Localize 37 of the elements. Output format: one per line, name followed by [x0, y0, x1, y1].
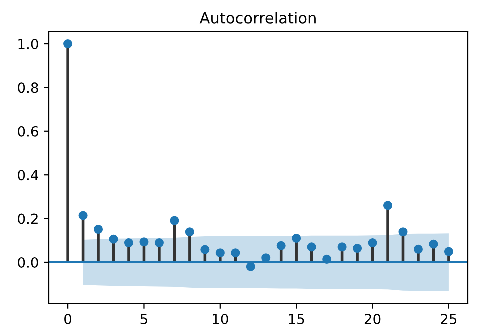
x-tick-label: 25 [441, 314, 457, 324]
point [307, 242, 316, 252]
point [185, 228, 194, 237]
x-tick-label: 15 [289, 314, 304, 324]
y-tick-label: 0.6 [18, 126, 38, 137]
point [231, 248, 240, 258]
x-tick-label: 10 [213, 314, 228, 324]
point [429, 240, 438, 249]
point [398, 228, 408, 237]
point [368, 238, 378, 248]
x-tick-label: 20 [364, 314, 381, 324]
point [109, 234, 118, 244]
point [383, 201, 393, 210]
point [154, 238, 164, 248]
y-tick-label: 0.8 [18, 82, 38, 94]
x-tick-label: 5 [140, 314, 148, 324]
y-tick-label: 0.4 [18, 170, 38, 181]
point [353, 244, 362, 254]
point [140, 238, 149, 247]
chart-title: Autocorrelation [200, 12, 316, 24]
point [124, 238, 134, 248]
point [94, 224, 104, 234]
x-tick-label: 0 [64, 314, 72, 324]
y-tick-label: 0.2 [18, 214, 38, 224]
point [444, 247, 454, 256]
point [216, 248, 225, 258]
point [64, 40, 73, 49]
point [292, 234, 302, 243]
y-tick-label: 1.0 [18, 38, 38, 50]
point [276, 241, 286, 250]
point [78, 211, 88, 220]
point [414, 244, 423, 254]
point [338, 242, 347, 252]
point [200, 245, 210, 254]
point [170, 216, 180, 226]
y-tick-label: 0.0 [18, 257, 38, 268]
point [322, 254, 332, 264]
